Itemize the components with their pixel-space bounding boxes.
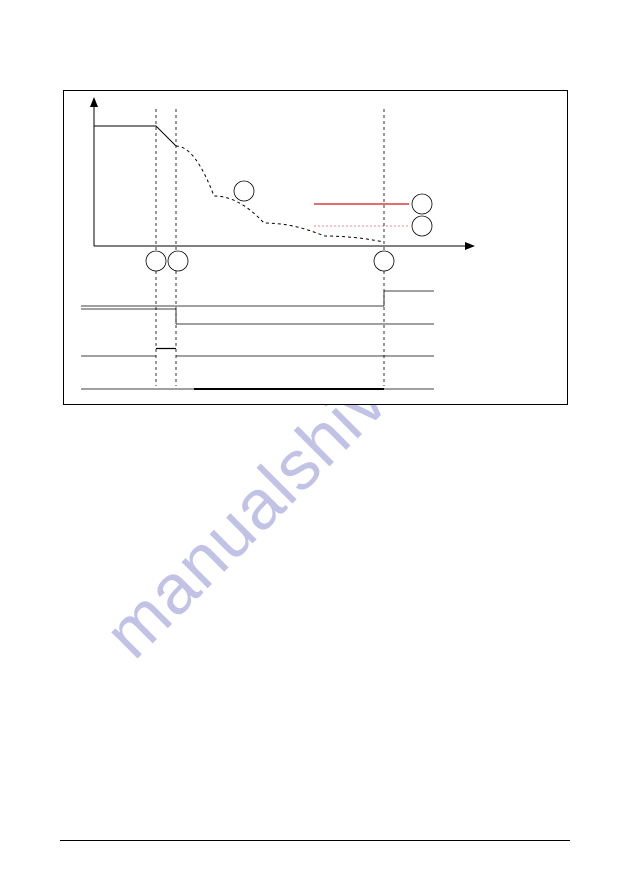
timing-diagram-figure — [63, 90, 568, 405]
timing-diagram-svg — [64, 91, 569, 406]
footer-rule — [60, 840, 570, 841]
